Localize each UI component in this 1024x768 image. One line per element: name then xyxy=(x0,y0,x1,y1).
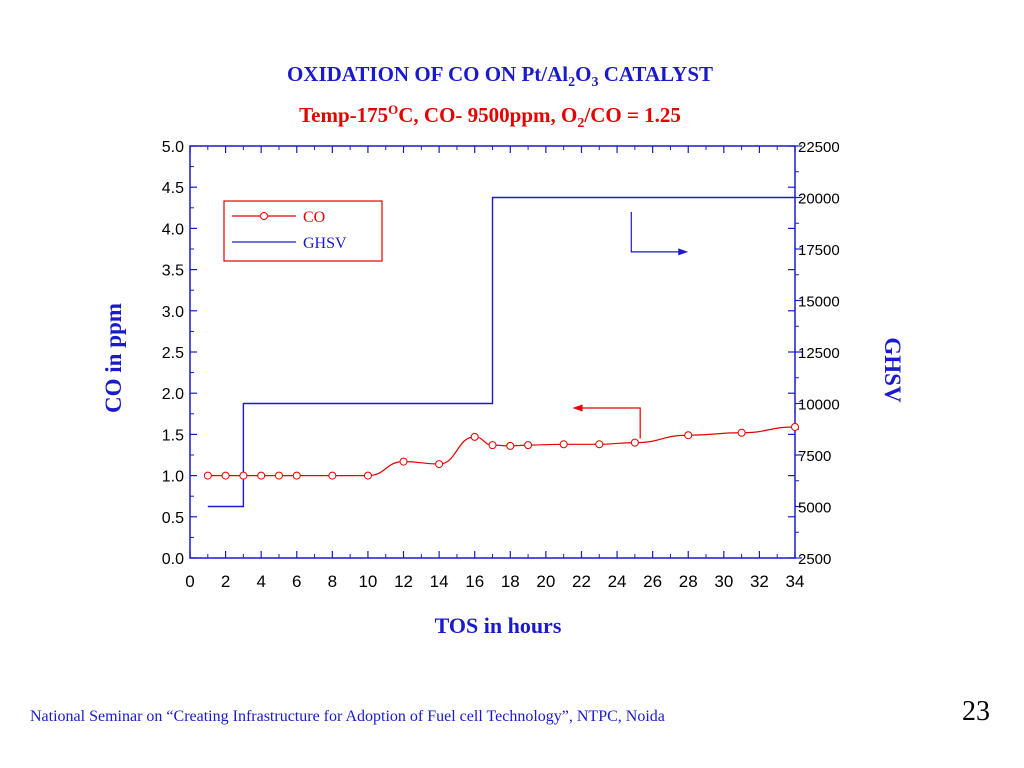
x-tick-label: 8 xyxy=(328,572,337,591)
co-axis-arrow-head xyxy=(572,404,583,412)
y2-tick-label: 20000 xyxy=(798,191,840,208)
legend-co-marker xyxy=(260,212,268,220)
y-tick-label: 0.5 xyxy=(162,510,184,527)
co-data-point xyxy=(630,438,639,447)
legend: CO GHSV xyxy=(223,200,383,262)
co-data-point xyxy=(488,441,497,450)
y-tick-label: 1.5 xyxy=(162,427,184,444)
co-data-point xyxy=(595,440,604,449)
co-data-point xyxy=(684,431,693,440)
y-axis-label: CO in ppm xyxy=(101,303,126,413)
y2-tick-label: 7500 xyxy=(798,448,831,465)
y-tick-label: 4.0 xyxy=(162,221,184,238)
y-tick-label: 1.0 xyxy=(162,469,184,486)
x-tick-label: 10 xyxy=(358,572,377,591)
co-data-point xyxy=(221,471,230,480)
x-tick-label: 34 xyxy=(786,572,805,591)
co-data-point xyxy=(470,432,479,441)
chart-subtitle: Temp-175OC, CO- 9500ppm, O2/CO = 1.25 xyxy=(299,102,681,131)
y2-tick-label: 10000 xyxy=(798,397,840,414)
x-tick-label: 0 xyxy=(185,572,194,591)
co-data-point xyxy=(737,428,746,437)
y2-tick-label: 15000 xyxy=(798,294,840,311)
co-data-point xyxy=(435,460,444,469)
co-data-point xyxy=(363,471,372,480)
legend-ghsv-label: GHSV xyxy=(303,235,347,252)
x-tick-label: 2 xyxy=(221,572,230,591)
x-tick-label: 32 xyxy=(750,572,769,591)
y-tick-label: 2.5 xyxy=(162,345,184,362)
y2-axis-label: GHSV xyxy=(880,337,905,403)
x-tick-label: 4 xyxy=(256,572,265,591)
ghsv-series-line xyxy=(207,196,795,508)
footer-text: National Seminar on “Creating Infrastruc… xyxy=(30,708,665,725)
y2-tick-label: 2500 xyxy=(798,551,831,568)
x-tick-label: 12 xyxy=(394,572,413,591)
co-axis-arrow xyxy=(580,407,641,439)
x-tick-label: 30 xyxy=(714,572,733,591)
y-tick-label: 5.0 xyxy=(162,139,184,156)
x-tick-label: 28 xyxy=(679,572,698,591)
legend-box xyxy=(223,200,383,262)
co-data-point xyxy=(506,441,515,450)
y2-tick-label: 17500 xyxy=(798,242,840,259)
co-data-point xyxy=(524,441,533,450)
x-axis-label: TOS in hours xyxy=(435,613,562,638)
x-tick-label: 22 xyxy=(572,572,591,591)
x-tick-label: 26 xyxy=(643,572,662,591)
x-tick-label: 14 xyxy=(430,572,449,591)
co-data-point xyxy=(274,471,283,480)
co-data-point xyxy=(257,471,266,480)
co-data-point xyxy=(239,471,248,480)
y-tick-label: 3.0 xyxy=(162,304,184,321)
chart-title: OXIDATION OF CO ON Pt/Al2O3 CATALYST xyxy=(286,62,714,90)
x-tick-label: 18 xyxy=(501,572,520,591)
y-tick-label: 3.5 xyxy=(162,263,184,280)
x-tick-label: 16 xyxy=(465,572,484,591)
co-data-point xyxy=(791,422,799,431)
y-tick-label: 0.0 xyxy=(162,551,184,568)
ghsv-axis-arrow-head xyxy=(678,248,689,256)
y-tick-label: 2.0 xyxy=(162,386,184,403)
co-data-point xyxy=(203,471,212,480)
y-tick-label: 4.5 xyxy=(162,180,184,197)
page-number: 23 xyxy=(962,696,990,727)
y2-tick-label: 12500 xyxy=(798,345,840,362)
x-tick-label: 20 xyxy=(536,572,555,591)
x-tick-label: 6 xyxy=(292,572,301,591)
co-data-point xyxy=(399,457,408,466)
x-tick-label: 24 xyxy=(608,572,627,591)
legend-co-label: CO xyxy=(303,209,325,226)
y2-tick-label: 5000 xyxy=(798,500,831,517)
co-data-point xyxy=(559,440,568,449)
ghsv-axis-arrow xyxy=(630,211,681,253)
co-data-point xyxy=(292,471,301,480)
chart-plot: 0.0 0.5 1.0 1.5 2.0 2.5 3.0 3.5 4.0 4.5 5.0 2500 50… xyxy=(101,139,905,638)
co-data-point xyxy=(328,471,337,480)
co-series-line xyxy=(207,426,796,477)
y2-tick-label: 22500 xyxy=(798,139,840,156)
